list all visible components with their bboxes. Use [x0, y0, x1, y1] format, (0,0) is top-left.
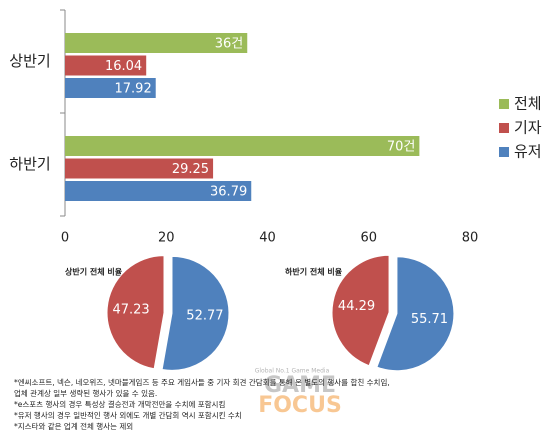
pie-slice	[376, 256, 455, 372]
watermark-tagline: Global No.1 Game Media	[255, 368, 330, 375]
bar	[65, 55, 147, 76]
pie-title: 하반기 전체 비율	[285, 267, 343, 277]
value-label: 17.92	[115, 82, 152, 97]
x-tick-label: 60	[360, 231, 377, 246]
pie-slice	[331, 254, 390, 367]
legend-swatch	[499, 123, 509, 133]
watermark-brand: FOCUS	[258, 393, 342, 418]
bar	[65, 33, 248, 53]
y-tick-label: 상반기	[9, 52, 50, 70]
x-tick-label: 20	[158, 231, 175, 246]
note: *e스포츠 행사의 경우 특성상 결승전과 개막전만을 수치에 포함시킴	[14, 399, 225, 409]
note: 업체 관계상 일부 생략된 행사가 있을 수 있음.	[14, 388, 157, 398]
pie-slice	[106, 255, 165, 370]
value-label: 36.79	[210, 185, 247, 200]
value-label: 36건	[215, 37, 244, 52]
value-label: 16.04	[105, 59, 142, 74]
watermark: Global No.1 Game Media GAME FOCUS	[255, 368, 342, 419]
note: *엔씨소프트, 넥슨, 네오위즈, 넷마블게임즈 등 주요 게임사들 중 기자 …	[14, 377, 390, 387]
pie-title: 상반기 전체 비율	[65, 267, 123, 277]
bar	[65, 158, 214, 179]
pie-label: 52.77	[186, 309, 223, 324]
value-label: 29.25	[172, 162, 209, 177]
pie-label: 47.23	[112, 302, 149, 317]
legend-label: 기자	[514, 119, 542, 137]
x-tick-label: 80	[462, 231, 479, 246]
pie-label: 55.71	[411, 312, 448, 327]
value-label: 70건	[387, 140, 416, 155]
bar	[65, 136, 420, 156]
x-tick-label: 0	[61, 231, 69, 246]
note: *지스타와 같은 업계 전체 행사는 제외	[14, 421, 133, 431]
watermark-brand: GAME	[264, 373, 336, 398]
legend-label: 유저	[514, 143, 542, 161]
pie-slice	[161, 255, 230, 371]
notes: *엔씨소프트, 넥슨, 네오위즈, 넷마블게임즈 등 주요 게임사들 중 기자 …	[14, 377, 390, 431]
legend-label: 전체	[514, 95, 542, 113]
legend-swatch	[499, 147, 509, 157]
bar	[65, 181, 252, 201]
y-tick-label: 하반기	[9, 155, 50, 173]
x-tick-label: 40	[259, 231, 276, 246]
pie-label: 44.29	[338, 299, 375, 314]
note: *유저 행사의 경우 일반적인 행사 외에도 개별 간담회 역시 포함시킨 수치	[14, 410, 242, 420]
legend-swatch	[499, 99, 509, 109]
bar	[65, 78, 156, 98]
